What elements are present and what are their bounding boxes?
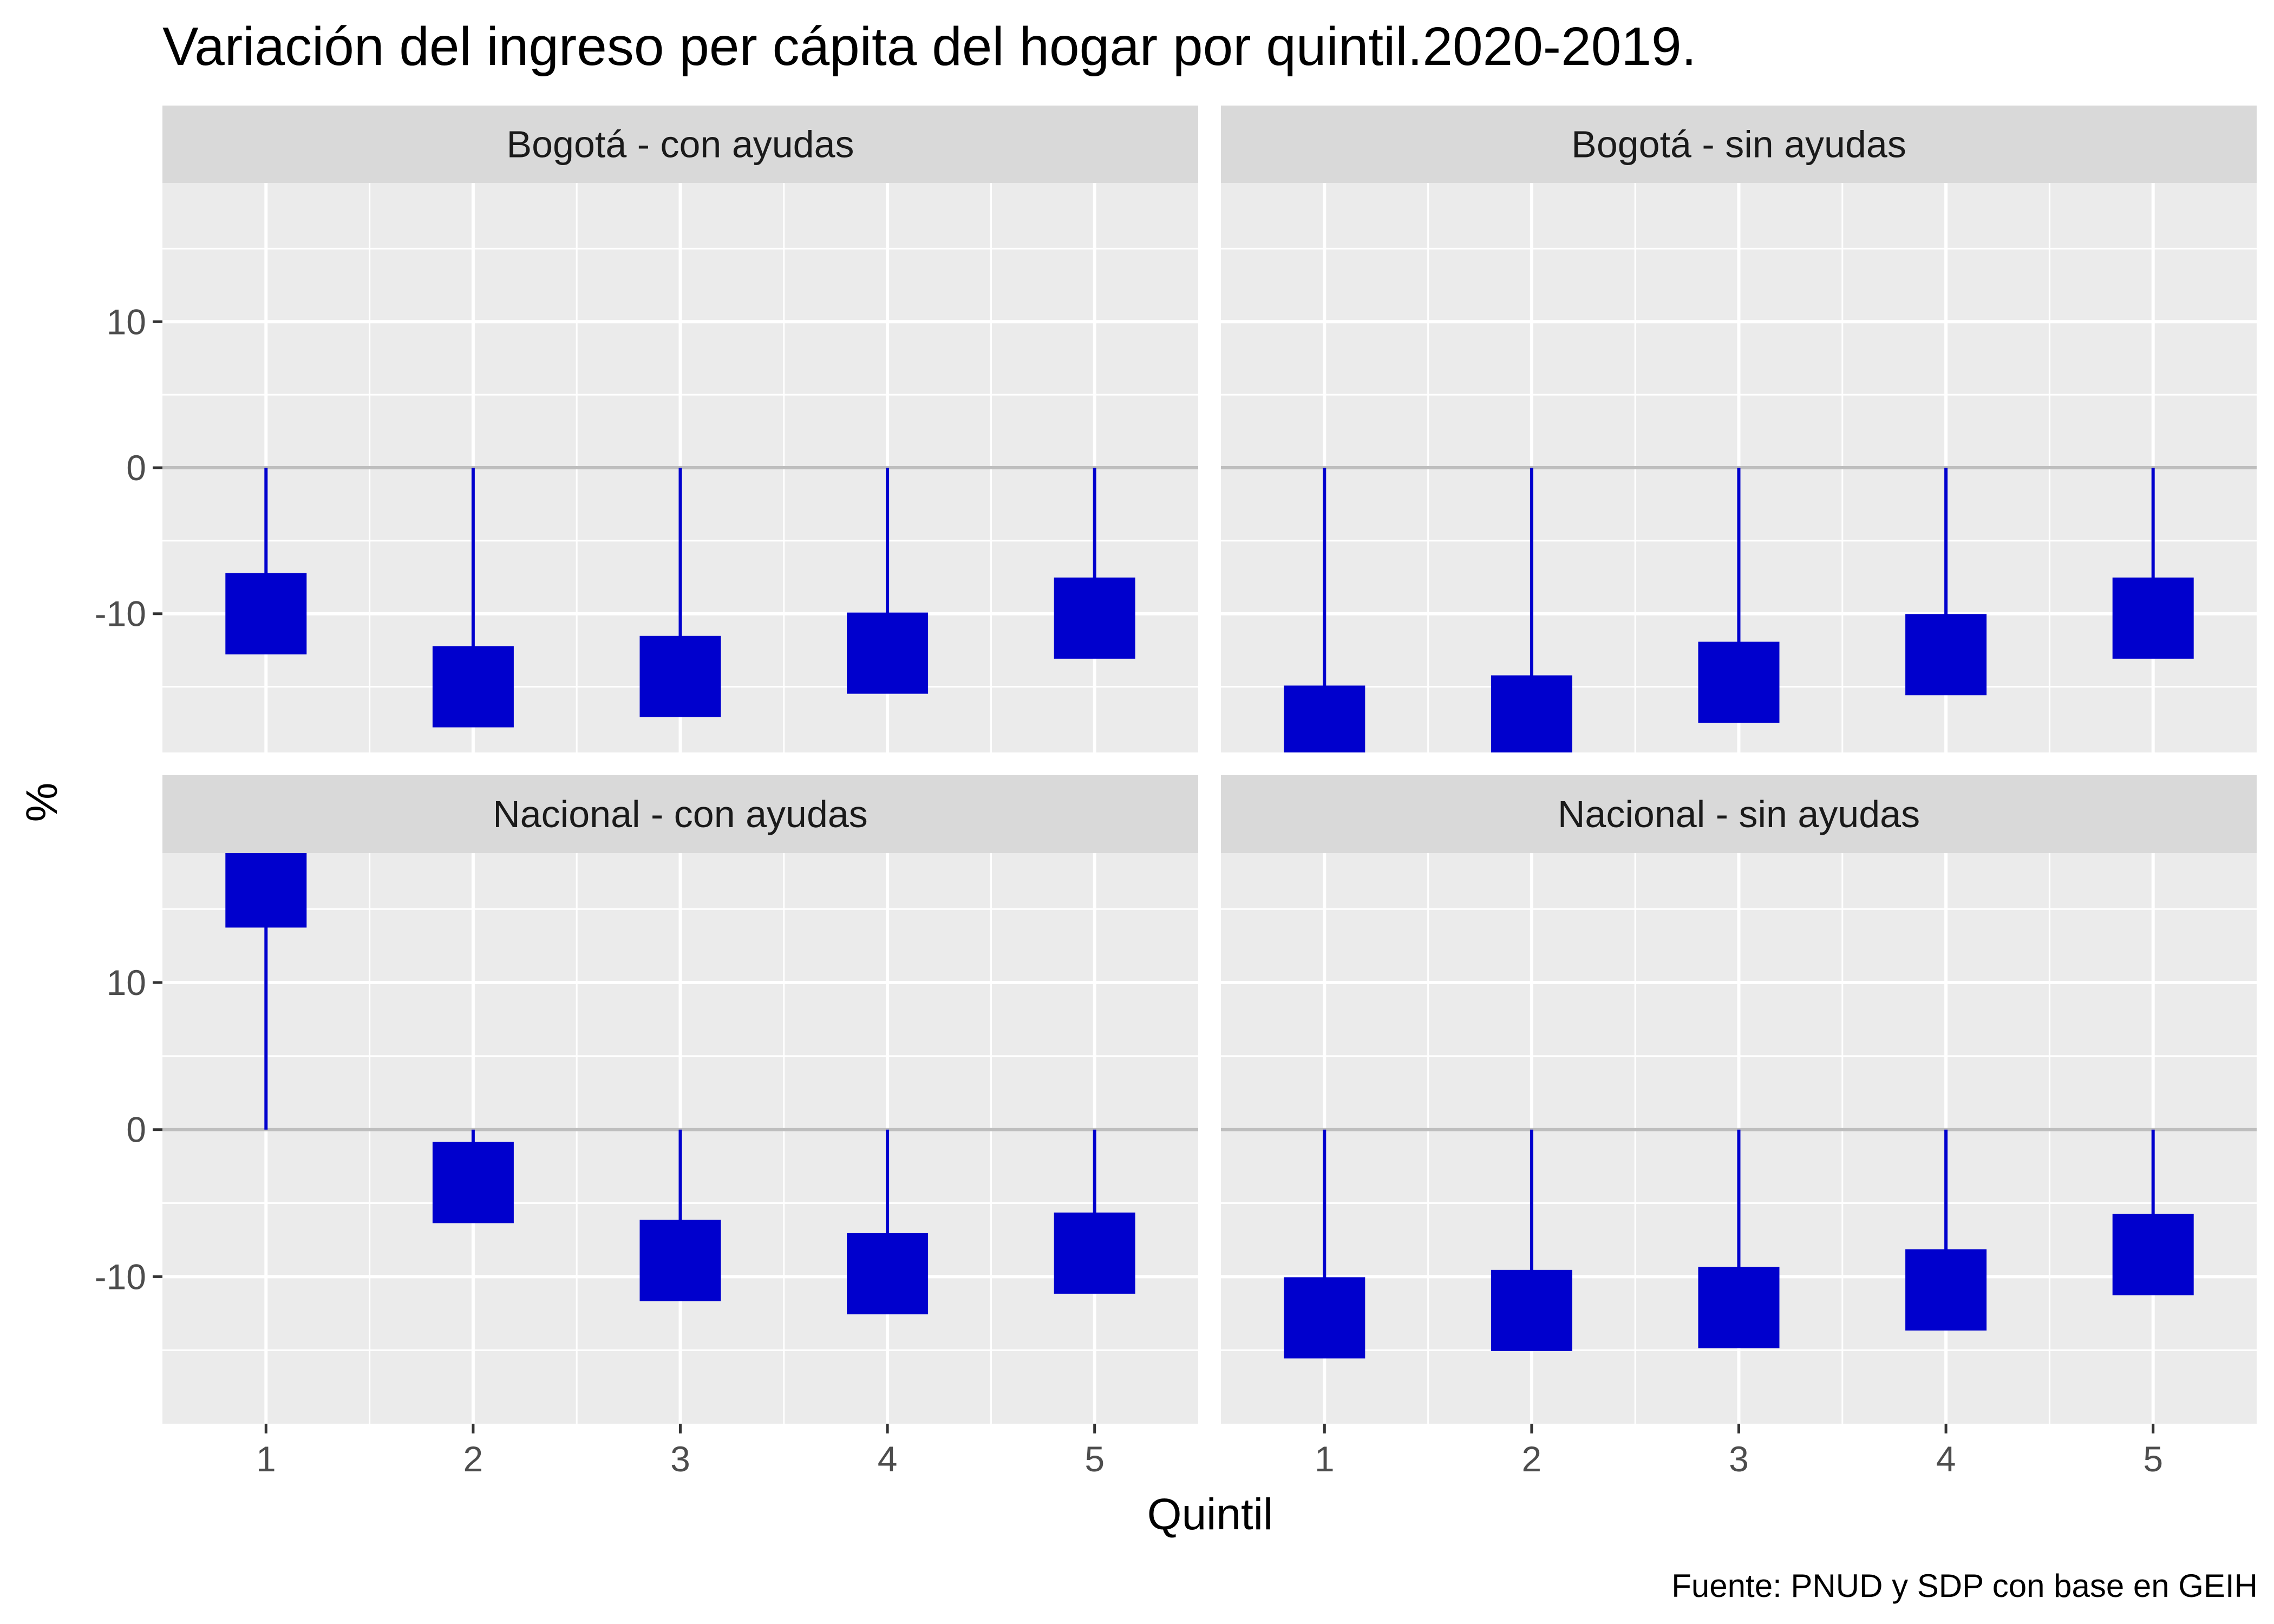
panel-plot-area xyxy=(162,853,1198,1424)
x-tick-label: 4 xyxy=(878,1439,898,1479)
y-tick-label: 10 xyxy=(107,962,146,1003)
lollipop-box xyxy=(1698,641,1780,723)
facet-strip-label: Nacional - con ayudas xyxy=(493,793,868,835)
lollipop-box xyxy=(225,853,307,928)
facet-strip xyxy=(162,775,1198,853)
chart-title: Variación del ingreso per cápita del hog… xyxy=(162,16,1696,77)
lollipop-box xyxy=(1905,1249,1987,1331)
panel-plot-area xyxy=(1221,853,2257,1424)
facet-strip-label: Nacional - sin ayudas xyxy=(1558,793,1920,835)
facet-panel: Bogotá - sin ayudas xyxy=(1221,106,2257,752)
lollipop-box xyxy=(1905,614,1987,696)
facet-panel: Nacional - sin ayudas 1 2 3 4 5 xyxy=(1221,775,2257,1479)
lollipop-box xyxy=(847,1233,929,1314)
lollipop-box xyxy=(432,1142,514,1223)
x-tick-label: 2 xyxy=(463,1439,483,1479)
facet-strip xyxy=(1221,106,2257,183)
lollipop-box xyxy=(639,1220,721,1301)
facet-strip xyxy=(1221,775,2257,853)
source-caption: Fuente: PNUD y SDP con base en GEIH xyxy=(1671,1568,2258,1604)
facet-strip-label: Bogotá - con ayudas xyxy=(506,123,854,166)
lollipop-box xyxy=(2112,1214,2194,1295)
y-tick-label: -10 xyxy=(95,594,146,634)
x-tick-label: 1 xyxy=(256,1439,276,1479)
facet-strip-label: Bogotá - sin ayudas xyxy=(1571,123,1906,166)
facet-panel: Bogotá - con ayudas -10 0 10 xyxy=(95,106,1198,752)
lollipop-box xyxy=(225,573,307,654)
panel-plot-area xyxy=(1221,183,2257,752)
y-tick-label: 10 xyxy=(107,302,146,342)
x-tick-label: 5 xyxy=(2143,1439,2163,1479)
lollipop-box xyxy=(1284,685,1365,752)
x-tick-label: 3 xyxy=(1729,1439,1749,1479)
panel-plot-area xyxy=(162,183,1198,752)
y-axis-title: % xyxy=(17,783,67,822)
lollipop-box xyxy=(1054,577,1135,659)
lollipop-box xyxy=(1284,1277,1365,1359)
lollipop-box xyxy=(1054,1212,1135,1294)
y-tick-label: 0 xyxy=(126,1110,146,1150)
lollipop-box xyxy=(847,612,929,694)
y-tick-label: -10 xyxy=(95,1256,146,1296)
lollipop-box xyxy=(2112,577,2194,659)
lollipop-box xyxy=(639,636,721,717)
facet-panel: Nacional - con ayudas -10 0 10 1 2 3 4 5 xyxy=(95,775,1198,1479)
x-tick-label: 2 xyxy=(1522,1439,1542,1479)
lollipop-box xyxy=(432,646,514,728)
x-tick-label: 3 xyxy=(670,1439,690,1479)
lollipop-box xyxy=(1491,675,1572,752)
x-tick-label: 5 xyxy=(1084,1439,1105,1479)
x-axis-title: Quintil xyxy=(1147,1490,1273,1539)
facet-strip xyxy=(162,106,1198,183)
lollipop-box xyxy=(1698,1267,1780,1348)
y-tick-label: 0 xyxy=(126,448,146,488)
lollipop-box xyxy=(1491,1269,1572,1351)
x-tick-label: 1 xyxy=(1315,1439,1335,1479)
x-tick-label: 4 xyxy=(1936,1439,1956,1479)
